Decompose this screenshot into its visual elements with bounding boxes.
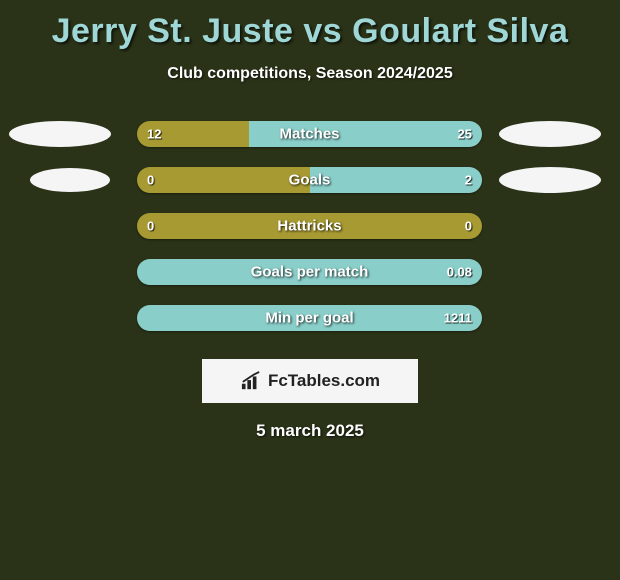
bar-track: Min per goal 1211 (137, 305, 482, 331)
player-right-marker (499, 121, 601, 147)
stat-row-min-per-goal: Min per goal 1211 (0, 295, 620, 341)
stat-label: Goals (289, 172, 331, 189)
right-value: 2 (465, 173, 472, 188)
stat-label: Min per goal (265, 310, 353, 327)
right-value: 25 (458, 127, 472, 142)
right-value: 1211 (444, 311, 472, 326)
brand-box: FcTables.com (202, 359, 418, 403)
bar-track: Goals per match 0.08 (137, 259, 482, 285)
stat-row-goals-per-match: Goals per match 0.08 (0, 249, 620, 295)
bar-track: 0 Goals 2 (137, 167, 482, 193)
chart-icon (240, 371, 262, 391)
stat-label: Goals per match (251, 264, 369, 281)
bar-track: 0 Hattricks 0 (137, 213, 482, 239)
stat-row-matches: 12 Matches 25 (0, 111, 620, 157)
stat-label: Hattricks (277, 218, 341, 235)
brand-text: FcTables.com (268, 371, 380, 391)
stat-row-goals: 0 Goals 2 (0, 157, 620, 203)
comparison-chart: 12 Matches 25 0 Goals 2 0 Hattricks 0 (0, 111, 620, 341)
player-left-marker (30, 168, 110, 192)
left-value: 0 (147, 173, 154, 188)
stat-row-hattricks: 0 Hattricks 0 (0, 203, 620, 249)
right-value: 0 (465, 219, 472, 234)
right-value: 0.08 (447, 265, 472, 280)
page-title: Jerry St. Juste vs Goulart Silva (0, 0, 620, 51)
page-subtitle: Club competitions, Season 2024/2025 (0, 65, 620, 83)
date-text: 5 march 2025 (0, 421, 620, 441)
stat-label: Matches (279, 126, 339, 143)
bar-right-fill (310, 167, 483, 193)
player-right-marker (499, 167, 601, 193)
left-value: 12 (147, 127, 161, 142)
player-left-marker (9, 121, 111, 147)
left-value: 0 (147, 219, 154, 234)
bar-left-fill (137, 167, 310, 193)
bar-track: 12 Matches 25 (137, 121, 482, 147)
